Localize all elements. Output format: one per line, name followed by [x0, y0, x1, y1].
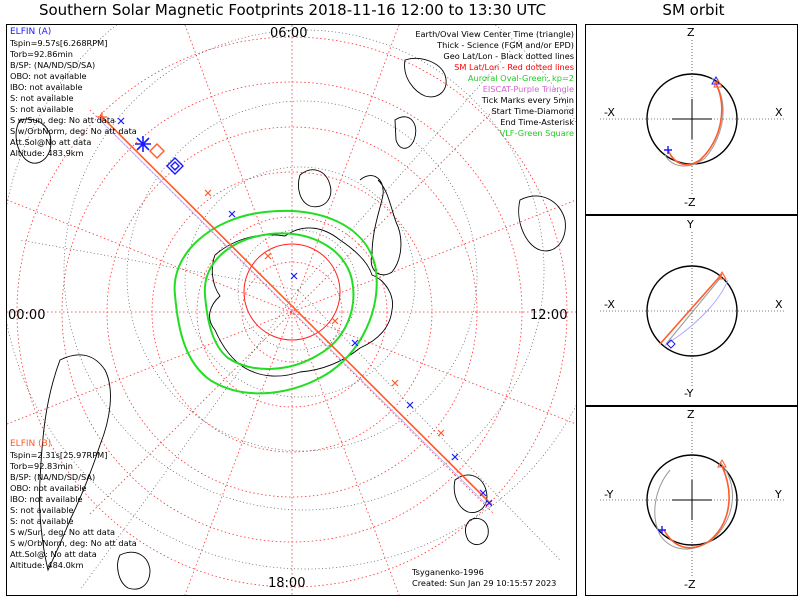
- auroral-oval: [173, 209, 378, 395]
- end-asterisk-a: [135, 136, 151, 152]
- start-diamond-a: [166, 157, 184, 175]
- orbit-1-left: -X: [604, 106, 615, 119]
- orbit-panel-3: [600, 422, 784, 578]
- legend-item: Start Time-Diamond: [491, 106, 574, 116]
- probe-b-line: IBO: not available: [10, 494, 83, 504]
- orbit-panel-frame-3: [585, 406, 798, 596]
- orbit-3-right: Y: [775, 488, 782, 501]
- orbit-3-top: Z: [687, 408, 695, 421]
- orbit-3-bottom: -Z: [684, 578, 696, 591]
- legend-item: Tick Marks every 5min: [481, 95, 574, 105]
- orbit-2-top: Y: [687, 218, 694, 231]
- orbit-2-right: X: [775, 298, 783, 311]
- clock-label-left: 00:00: [8, 308, 46, 323]
- geo-latitude-grid: [7, 25, 576, 591]
- clock-label-top: 06:00: [270, 26, 308, 41]
- probe-a-line: Att.Sol@No att data: [10, 137, 92, 147]
- legend: Earth/Oval View Center Time (triangle) T…: [415, 29, 574, 139]
- start-diamond-b: [149, 143, 165, 159]
- probe-a-line: Tspin=9.57s[6.268RPM]: [10, 38, 108, 48]
- tick-marks-b: [204, 189, 445, 437]
- map-frame: [6, 24, 577, 596]
- probe-a-info: ELFIN (A) Tspin=9.57s[6.268RPM] Torb=92.…: [10, 27, 137, 159]
- legend-item: EISCAT-Purple Triangle: [482, 84, 574, 94]
- orbit-1-top: Z: [687, 26, 695, 39]
- clock-label-bottom: 18:00: [268, 576, 306, 591]
- legend-item: SM Lat/Lon - Red dotted lines: [454, 62, 574, 72]
- probe-a-line: B/SP: (NA/ND/SD/SA): [10, 60, 96, 70]
- probe-b-line: S: not available: [10, 505, 74, 515]
- probe-b-line: S w/Sun, deg: No att data: [10, 527, 116, 537]
- probe-tracks: [97, 114, 493, 509]
- orbit-title: SM orbit: [662, 1, 725, 19]
- probe-b-line: Altitude: 484.0km: [10, 560, 84, 570]
- probe-b-line: Tspin=2.31s[25.97RPM]: [10, 450, 108, 460]
- track-elfin-a: [97, 117, 491, 509]
- probe-b-line: Torb=92.83min: [10, 461, 73, 471]
- orbit-panel-2: [600, 232, 784, 388]
- orbit-2-bottom: -Y: [684, 387, 694, 400]
- probe-b-line: S: not available: [10, 516, 74, 526]
- legend-item: Thick - Science (FGM and/or EPD): [437, 40, 574, 50]
- probe-a-line: S: not available: [10, 104, 74, 114]
- orbit-3-left: -Y: [604, 488, 614, 501]
- legend-item: Geo Lat/Lon - Black dotted lines: [443, 51, 574, 61]
- main-title: Southern Solar Magnetic Footprints 2018-…: [38, 1, 547, 19]
- orbit-2-left: -X: [604, 298, 615, 311]
- orbit-1-bottom: -Z: [684, 196, 696, 209]
- probe-b-name: ELFIN (B): [10, 439, 52, 449]
- probe-a-line: IBO: not available: [10, 82, 83, 92]
- orbit-panel-frame-2: [585, 215, 798, 406]
- end-asterisk-b: [97, 112, 107, 122]
- orbit-panel-1: [600, 40, 784, 195]
- orbit-panel-frame-1: [585, 24, 798, 215]
- probe-b-line: B/SP: (NA/ND/SD/SA): [10, 472, 96, 482]
- legend-item: Auroral Oval-Green, kp=2: [467, 73, 574, 83]
- probe-a-line: Torb=92.86min: [10, 49, 73, 59]
- legend-item: Earth/Oval View Center Time (triangle): [415, 29, 574, 39]
- probe-a-line: S w/Sun, deg: No att data: [10, 115, 116, 125]
- probe-a-line: S: not available: [10, 93, 74, 103]
- model-label: Tsyganenko-1996: [412, 567, 484, 577]
- created-label: Created: Sun Jan 29 10:15:57 2023: [412, 578, 557, 588]
- probe-b-info: ELFIN (B) Tspin=2.31s[25.97RPM] Torb=92.…: [10, 439, 137, 571]
- legend-item: End Time-Asterisk: [500, 117, 574, 127]
- probe-a-line: Altitude: 483.9km: [10, 148, 84, 158]
- probe-a-line: S w/OrbNorm, deg: No att data: [10, 126, 137, 136]
- probe-b-line: OBO: not available: [10, 483, 87, 493]
- probe-a-name: ELFIN (A): [10, 27, 52, 37]
- probe-b-line: S w/OrbNorm, deg: No att data: [10, 538, 137, 548]
- legend-item: VLF-Green Square: [499, 128, 574, 138]
- track-elfin-b: [99, 114, 493, 506]
- probe-a-line: OBO: not available: [10, 71, 87, 81]
- orbit-1-right: X: [775, 106, 783, 119]
- clock-label-right: 12:00: [530, 308, 568, 323]
- sm-pole-circle: [243, 243, 341, 341]
- sm-latitude-grid: [7, 25, 576, 595]
- probe-b-line: Att.Sol@: No att data: [10, 549, 97, 559]
- tick-marks: [117, 117, 493, 507]
